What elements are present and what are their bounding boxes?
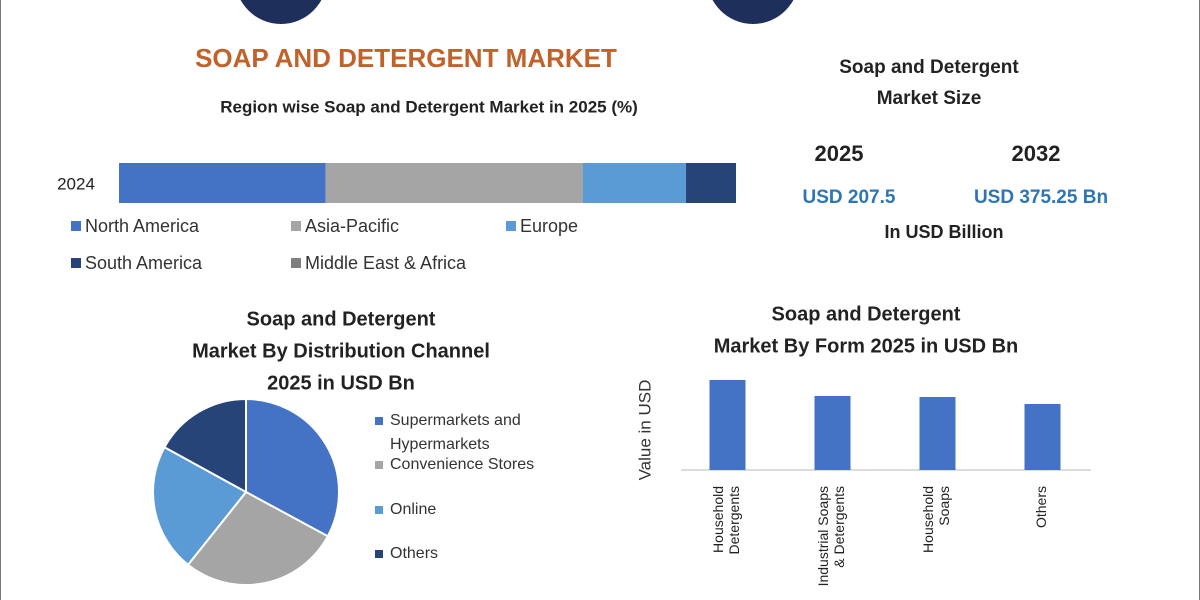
- chart-title: 2025 in USD Bn: [267, 372, 415, 394]
- legend-swatch: [506, 221, 516, 231]
- legend-label: Europe: [520, 216, 578, 236]
- legend-swatch: [375, 550, 383, 558]
- legend-label: North America: [85, 216, 200, 236]
- logo: [240, 0, 322, 24]
- year: 2025: [815, 141, 864, 166]
- chart-title: Soap and Detergent: [772, 303, 961, 325]
- pie-slice: [186, 490, 330, 586]
- x-tick-label: Household: [710, 486, 726, 553]
- legend-swatch: [375, 417, 383, 425]
- year: 2032: [1012, 141, 1061, 166]
- pie-slice: [152, 445, 248, 567]
- bar: [1024, 404, 1061, 470]
- x-tick-label: Others: [1033, 486, 1049, 528]
- bar-segment: [119, 163, 326, 203]
- legend-label: Convenience Stores: [390, 456, 535, 473]
- y-axis-label: Value in USD: [635, 380, 654, 481]
- market-value: USD 375.25 Bn: [974, 187, 1108, 208]
- pie-slice: [163, 397, 247, 494]
- legend-swatch: [71, 221, 81, 231]
- x-tick-label: Household: [920, 486, 936, 553]
- main-title: SOAP AND DETERGENT MARKET: [195, 43, 617, 73]
- legend-label: Asia-Pacific: [305, 216, 399, 236]
- legend-swatch: [291, 258, 301, 268]
- x-tick-label: Soaps: [936, 486, 952, 526]
- pie-slice: [245, 397, 340, 538]
- bar: [709, 380, 746, 470]
- bar: [919, 397, 956, 470]
- legend-label: Supermarkets and Hypermarkets: [390, 412, 521, 453]
- legend-label: Middle East & Africa: [305, 253, 467, 273]
- x-tick-label: Detergents: [726, 486, 742, 554]
- market-value: USD 207.5: [803, 187, 896, 208]
- unit-label: In USD Billion: [885, 222, 1004, 242]
- legend-swatch: [375, 506, 383, 514]
- bar-segment: [582, 163, 687, 203]
- legend-label: Online: [390, 501, 437, 518]
- chart-title: Soap and Detergent: [247, 308, 436, 330]
- x-tick-label: & Detergents: [831, 486, 847, 568]
- legend-swatch: [71, 258, 81, 268]
- category-label: 2024: [57, 174, 95, 193]
- legend-label: South America: [85, 253, 203, 273]
- bar-segment: [686, 163, 736, 203]
- bar: [814, 396, 851, 470]
- market-size-title: Soap and Detergent Market Size: [839, 57, 1019, 109]
- legend-swatch: [375, 461, 383, 469]
- x-tick-label: Industrial Soaps: [815, 486, 831, 586]
- chart-title: Market By Form 2025 in USD Bn: [714, 335, 1019, 357]
- chart-title: Region wise Soap and Detergent Market in…: [220, 97, 638, 116]
- bar-segment: [325, 163, 583, 203]
- logo: [712, 0, 794, 24]
- legend-label: Others: [390, 545, 439, 562]
- chart-title: Market By Distribution Channel: [192, 340, 490, 362]
- legend-swatch: [291, 221, 301, 231]
